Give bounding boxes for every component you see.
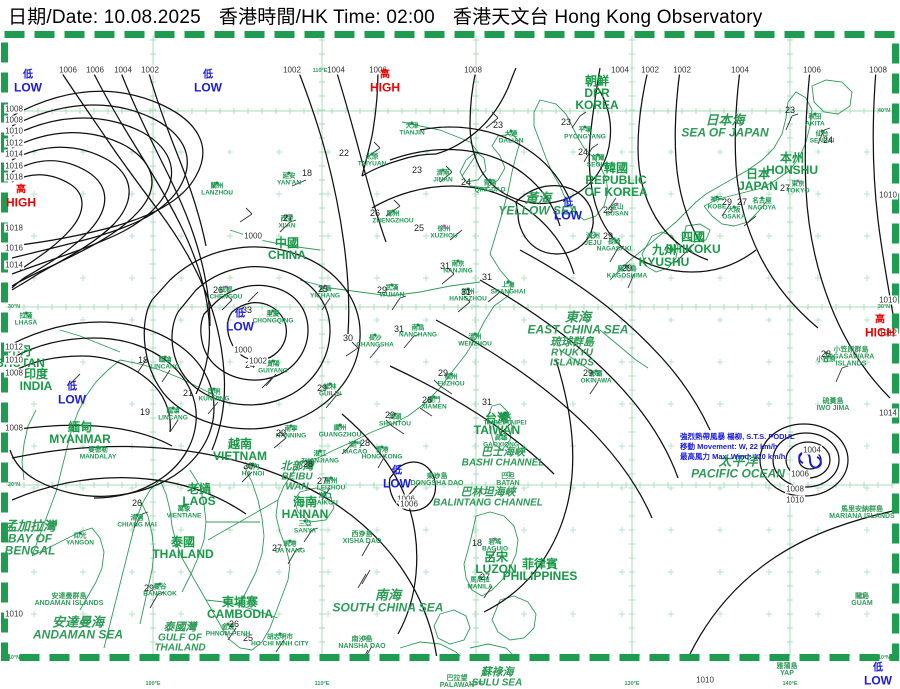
station-dot	[303, 519, 307, 523]
isobars	[9, 67, 894, 656]
station-dot	[509, 129, 513, 133]
station-dot	[432, 395, 436, 399]
island-label-cn: 雅蒲島	[776, 663, 798, 670]
station-dot	[171, 406, 175, 410]
island-label: 巴拉望 PALAWAN	[440, 675, 474, 689]
station-dot	[380, 445, 384, 449]
station-dot	[226, 622, 230, 626]
lat-lon-grid	[6, 36, 894, 656]
header-date: 日期/Date: 10.08.2025	[8, 6, 201, 28]
coordinate-label: 120°E	[468, 681, 484, 687]
station-dot	[473, 332, 477, 336]
station-dot	[813, 112, 817, 116]
station-dot	[370, 152, 374, 156]
station-dot	[493, 537, 497, 541]
station-dot	[212, 387, 216, 391]
station-dot	[78, 531, 82, 535]
pressure-system-cn: 低	[873, 662, 883, 674]
map-frame	[1, 31, 899, 661]
station-dot	[416, 323, 420, 327]
weather-map[interactable]: 日本海 SEA OF JAPAN 黃海 YELLOW SEA 東海 EAST CHINA …	[0, 30, 900, 689]
station-dot	[596, 153, 600, 157]
station-dot	[288, 539, 292, 543]
station-dot	[612, 237, 616, 241]
sea-label-cn: 蘇祿海	[480, 666, 514, 679]
coordinate-label: 140°E	[782, 681, 798, 687]
station-dot	[732, 205, 736, 209]
station-dot	[329, 476, 333, 480]
isobar-value: 1010	[695, 675, 715, 685]
station-dot	[135, 513, 139, 517]
station-dot	[760, 196, 764, 200]
chart-header: 日期/Date: 10.08.2025 香港時間/HK Time: 02:00 …	[0, 0, 900, 30]
station-dot	[289, 424, 293, 428]
station-dot	[287, 171, 291, 175]
station-dot	[323, 284, 327, 288]
pressure-system-low: 低 LOW	[864, 663, 892, 686]
station-dot	[271, 309, 275, 313]
station-dot	[449, 372, 453, 376]
tropical-cyclone-symbol	[798, 451, 822, 469]
station-dot	[796, 179, 800, 183]
station-dot	[488, 178, 492, 182]
station-dot	[271, 359, 275, 363]
wind-barbs	[69, 111, 849, 656]
station-dot	[583, 125, 587, 129]
station-dot	[353, 440, 357, 444]
station-dot	[441, 168, 445, 172]
pressure-system-en: LOW	[864, 672, 892, 687]
station-dot	[466, 287, 470, 291]
station-dot	[615, 202, 619, 206]
map-canvas	[1, 31, 899, 661]
station-dot	[625, 264, 629, 268]
station-dot	[251, 462, 255, 466]
station-dot	[285, 214, 289, 218]
header-organisation: 香港天文台 Hong Kong Observatory	[452, 6, 763, 28]
island-label-cn: 巴拉望	[446, 675, 468, 682]
station-dot	[820, 129, 824, 133]
station-dot	[96, 445, 100, 449]
coordinate-label: 130°E	[624, 681, 640, 687]
station-dot	[318, 449, 322, 453]
station-dot	[506, 280, 510, 284]
station-dot	[824, 351, 828, 355]
island-label-en: PALAWAN	[439, 682, 475, 689]
station-dot	[373, 333, 377, 337]
station-dot	[410, 121, 414, 125]
coordinate-label: 110°E	[314, 681, 330, 687]
sea-label-en: SULU SEA	[471, 677, 523, 689]
station-dot	[478, 575, 482, 579]
station-dot	[24, 311, 28, 315]
station-dot	[390, 283, 394, 287]
station-dot	[391, 209, 395, 213]
station-dot	[215, 181, 219, 185]
station-dot	[278, 632, 282, 636]
station-dot	[224, 285, 228, 289]
header-time: 香港時間/HK Time: 02:00	[218, 6, 435, 28]
island-label: 雅蒲島 YAP	[777, 663, 798, 677]
station-dot	[163, 355, 167, 359]
station-dot	[594, 369, 598, 373]
station-dot	[393, 412, 397, 416]
station-dot	[158, 582, 162, 586]
station-dot	[323, 491, 327, 495]
station-dot	[456, 259, 460, 263]
station-dot	[338, 423, 342, 427]
station-dot	[182, 504, 186, 508]
station-dot	[442, 224, 446, 228]
coordinate-label: 100°E	[145, 681, 161, 687]
sea-label: 蘇祿海 SULU SEA	[471, 666, 523, 689]
station-dot	[715, 195, 719, 199]
station-dot	[328, 382, 332, 386]
station-dot	[503, 411, 507, 415]
island-label-en: YAP	[780, 670, 794, 677]
station-dot	[499, 433, 503, 437]
